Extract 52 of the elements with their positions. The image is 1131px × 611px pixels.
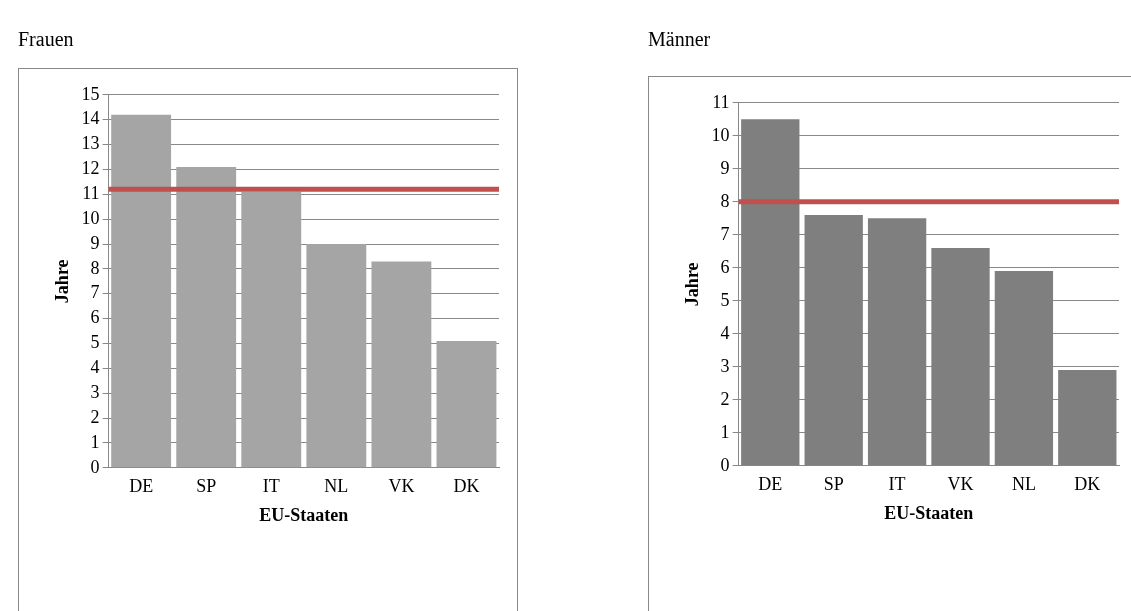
x-tick-label: SP <box>823 474 844 495</box>
y-tick-label: 11 <box>82 183 100 203</box>
bar <box>306 244 367 468</box>
x-tick-label: SP <box>196 476 217 497</box>
bar <box>241 191 302 468</box>
y-tick-label: 4 <box>90 357 100 378</box>
x-tick-label: IT <box>888 474 906 495</box>
y-tick-label: 2 <box>720 388 730 409</box>
y-tick-label: 2 <box>90 406 100 427</box>
y-tick-label: 5 <box>720 289 730 310</box>
x-tick-label: VK <box>947 474 974 495</box>
y-tick-label: 15 <box>81 83 100 104</box>
x-axis-title: EU-Staaten <box>884 502 974 523</box>
chart-title: Frauen <box>18 28 75 52</box>
y-tick-label: 5 <box>90 332 100 353</box>
y-tick-label: 10 <box>81 207 100 228</box>
y-tick-label: 12 <box>81 158 100 179</box>
x-tick-label: DK <box>1074 474 1101 495</box>
y-tick-label: 0 <box>720 454 730 475</box>
y-tick-label: 9 <box>90 232 100 253</box>
x-tick-label: VK <box>388 476 415 497</box>
x-tick-label: DK <box>453 476 480 497</box>
y-tick-label: 7 <box>90 282 100 303</box>
x-tick-label: IT <box>262 476 280 497</box>
y-tick-label: 9 <box>720 157 730 178</box>
y-tick-label: 1 <box>90 431 100 452</box>
x-tick-label: DE <box>129 476 154 497</box>
bar <box>371 261 432 468</box>
bar <box>436 340 497 468</box>
y-tick-label: 10 <box>711 124 730 145</box>
y-tick-label: 6 <box>90 307 100 328</box>
y-tick-label: 14 <box>81 108 100 129</box>
y-tick-label: 4 <box>720 322 730 343</box>
x-tick-label: NL <box>324 476 349 497</box>
y-tick-label: 1 <box>720 421 730 442</box>
y-axis-title: Jahre <box>52 259 73 304</box>
y-tick-label: 8 <box>90 257 100 278</box>
y-tick-label: 7 <box>720 223 730 244</box>
y-axis-title: Jahre <box>682 262 703 307</box>
x-tick-label: NL <box>1011 474 1036 495</box>
bar <box>176 166 237 468</box>
x-tick-label: DE <box>758 474 783 495</box>
y-tick-label: 6 <box>720 256 730 277</box>
y-tick-label: 3 <box>90 381 100 402</box>
y-tick-label: 11 <box>712 91 730 112</box>
x-axis-title: EU-Staaten <box>259 504 349 525</box>
chart-title: Männer <box>648 28 712 52</box>
bar <box>111 114 172 468</box>
y-tick-label: 13 <box>81 133 100 154</box>
y-tick-label: 8 <box>720 190 730 211</box>
y-tick-label: 0 <box>90 456 100 477</box>
y-tick-label: 3 <box>720 355 730 376</box>
